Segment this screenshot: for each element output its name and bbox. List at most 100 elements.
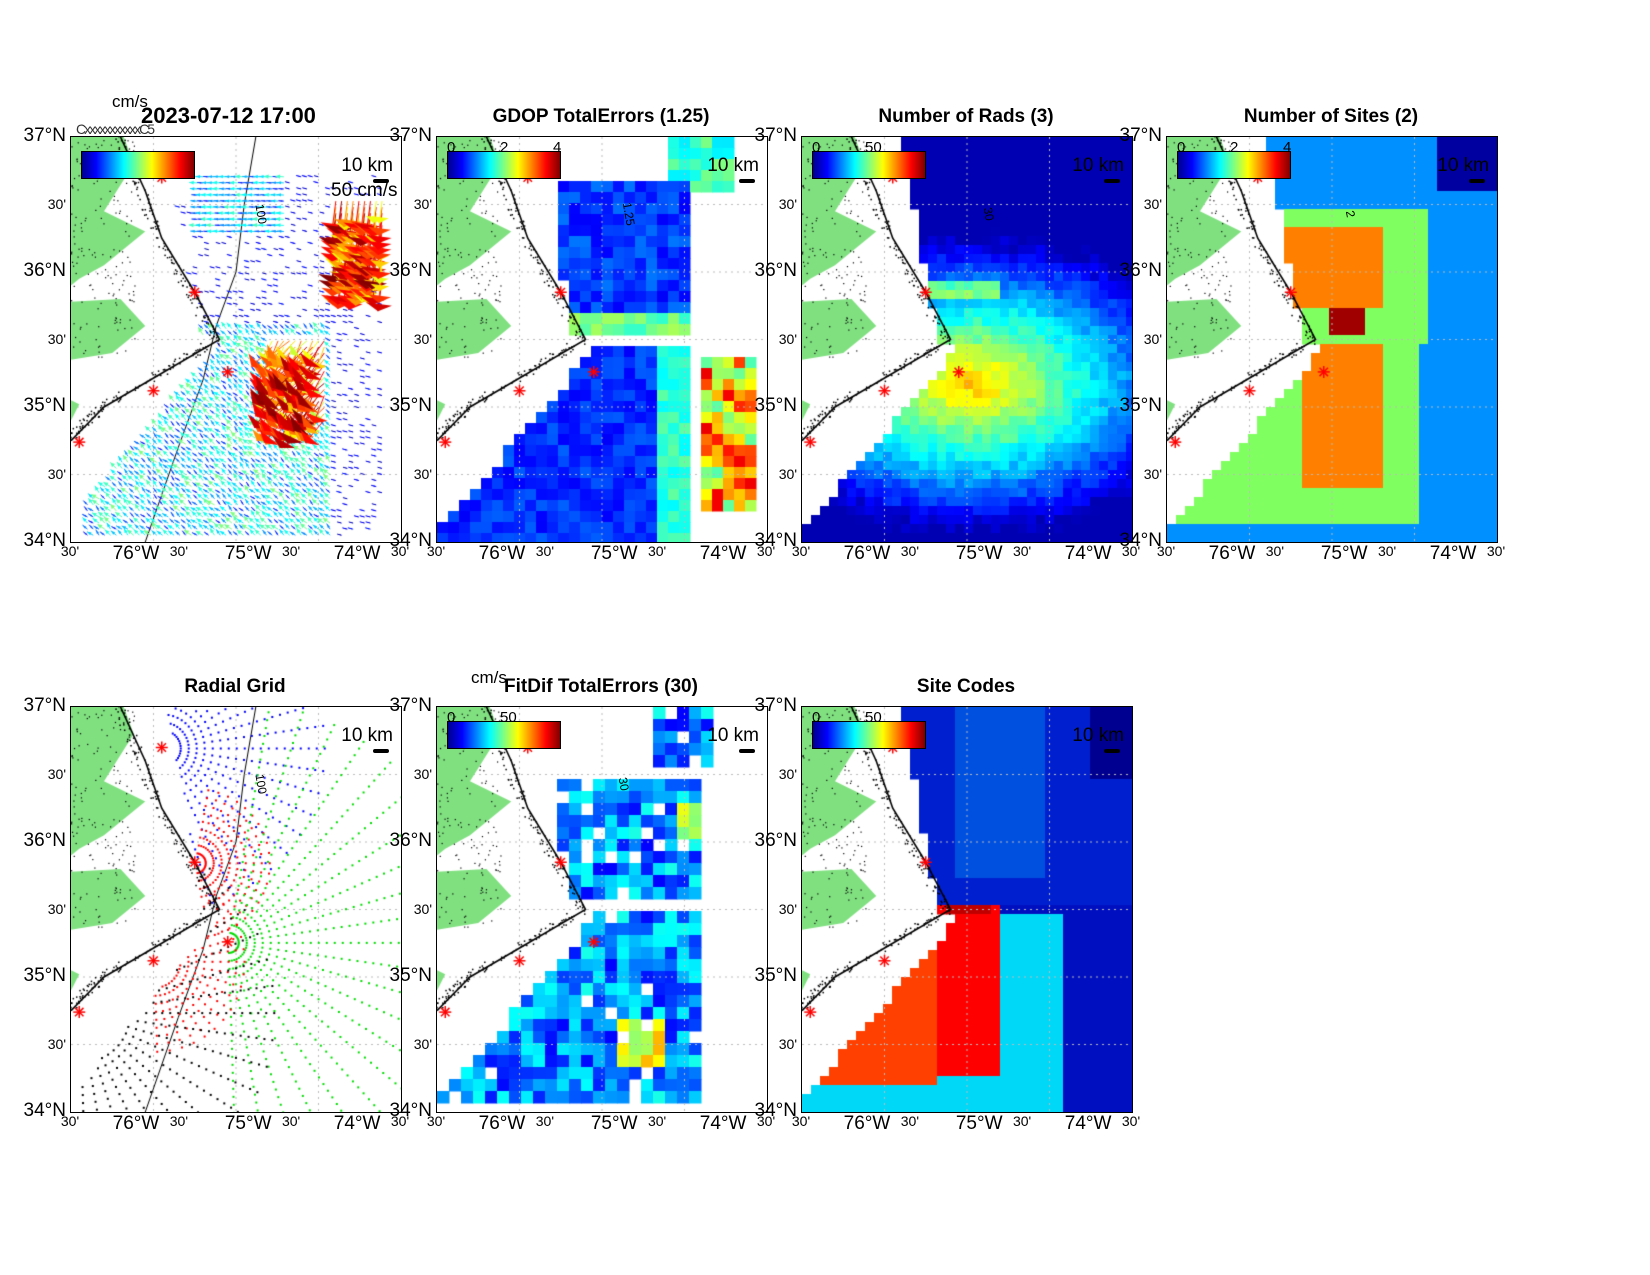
lon-minor-label: 30' [1265,543,1285,559]
lon-label: 74°W [1064,1113,1112,1134]
lat-minor-label: 30' [47,465,66,482]
timestamp: 2023-07-12 17:00 [141,103,316,128]
lat-minor-label: 30' [778,900,797,917]
map-canvas [1167,137,1497,542]
lon-minor-label: 30' [756,543,776,559]
scale-bar [1469,179,1485,183]
lon-minor-label: 30' [1486,543,1506,559]
lat-label: 37°N [754,695,797,716]
lat-label: 36°N [389,830,432,851]
colorbar [812,721,926,749]
map-plot: 0 2 4 10 km 1.25 [436,136,768,543]
lon-label: 75°W [1320,543,1368,564]
scale-bar [739,179,755,183]
map-canvas [71,137,401,542]
scale-label: 10 km [1437,155,1489,176]
scale-label: 10 km [1072,155,1124,176]
lon-label: 74°W [333,1113,381,1134]
lon-minor-label: 30' [60,1113,80,1129]
lat-label: 35°N [754,965,797,986]
lon-minor-label: 30' [281,1113,301,1129]
map-plot: 0 2 4 10 km 2 [1166,136,1498,543]
lat-label: 37°N [754,125,797,146]
colorbar [812,151,926,179]
overlapping-labels: CxxxxxxxxxxxC5 [76,121,155,137]
lat-minor-label: 30' [413,330,432,347]
lon-label: 75°W [955,543,1003,564]
map-plot: 0 50 10 km 30 [801,136,1133,543]
colorbar-tick: 2 [1230,139,1239,156]
map-canvas [437,137,767,542]
lat-minor-label: 30' [1143,195,1162,212]
scale-bar [1104,179,1120,183]
map-canvas [802,137,1132,542]
panel-title: GDOP TotalErrors (1.25) [492,106,710,127]
colorbar-tick: 4 [553,139,562,156]
lon-minor-label: 30' [900,1113,920,1129]
panel-title: FitDif TotalErrors (30) [504,676,698,697]
reference-vector-label: 50 cm/s [331,180,398,201]
lat-label: 34°N [389,1100,432,1121]
colorbar-tick: 0 [812,139,821,156]
lon-label: 75°W [224,543,272,564]
lat-minor-label: 30' [47,1035,66,1052]
scale-bar [373,179,389,183]
lon-label: 76°W [112,1113,160,1134]
lon-minor-label: 30' [535,543,555,559]
lat-label: 35°N [389,965,432,986]
lat-label: 36°N [23,830,66,851]
scale-bar [373,749,389,753]
lon-minor-label: 30' [791,1113,811,1129]
lat-label: 34°N [389,530,432,551]
lon-label: 74°W [1064,543,1112,564]
lat-label: 37°N [389,125,432,146]
lon-label: 74°W [699,543,747,564]
lon-label: 76°W [843,543,891,564]
lon-label: 76°W [112,543,160,564]
colorbar-units: cm/s [471,668,507,687]
lat-minor-label: 30' [778,465,797,482]
lon-minor-label: 30' [900,543,920,559]
lat-label: 37°N [389,695,432,716]
map-canvas [802,707,1132,1112]
panel-title: Radial Grid [184,676,286,697]
lat-minor-label: 30' [778,765,797,782]
colorbar-tick: 2 [500,139,509,156]
lon-label: 75°W [955,1113,1003,1134]
map-plot: 10 km 100 [70,136,402,543]
colorbar-tick: 0 [812,709,821,726]
lat-label: 34°N [23,530,66,551]
lat-label: 37°N [1119,125,1162,146]
colorbar-tick: 50 [865,139,882,156]
lon-label: 74°W [1429,543,1477,564]
lon-minor-label: 30' [1377,543,1397,559]
lat-label: 35°N [1119,395,1162,416]
lon-minor-label: 30' [169,1113,189,1129]
map-plot: 0 50 10 km [801,706,1133,1113]
colorbar-tick: 0 [447,709,456,726]
lon-minor-label: 30' [426,543,446,559]
lon-label: 74°W [699,1113,747,1134]
lat-label: 36°N [754,830,797,851]
lon-label: 74°W [333,543,381,564]
lon-label: 75°W [590,543,638,564]
lat-label: 35°N [23,395,66,416]
lat-label: 34°N [1119,530,1162,551]
scale-label: 10 km [707,725,759,746]
colorbar-tick: 0 [447,139,456,156]
colorbar [1177,151,1291,179]
lat-minor-label: 30' [778,1035,797,1052]
lat-minor-label: 30' [47,765,66,782]
scale-label: 10 km [341,155,393,176]
lon-minor-label: 30' [1012,1113,1032,1129]
panel-title: Number of Sites (2) [1243,106,1419,127]
lon-minor-label: 30' [390,1113,410,1129]
lat-label: 36°N [23,260,66,281]
lat-label: 34°N [23,1100,66,1121]
colorbar [81,151,195,179]
lat-minor-label: 30' [413,465,432,482]
lat-label: 36°N [754,260,797,281]
colorbar-units: cm/s [112,92,148,111]
panel-title: Site Codes [916,676,1016,697]
lon-minor-label: 30' [60,543,80,559]
